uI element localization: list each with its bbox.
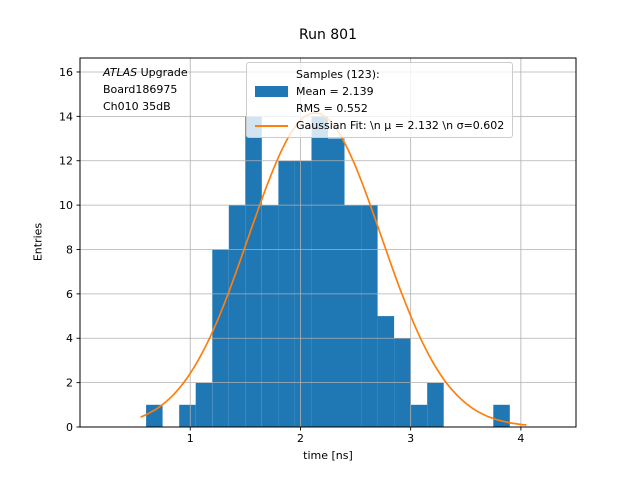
hist-bar [377,316,395,427]
hist-bar [427,382,444,427]
x-axis-label: time [ns] [303,449,353,462]
legend-samples-line-1: Samples (123): [296,68,380,81]
annotation-line-3: Ch010 35dB [103,100,171,113]
hist-bar [410,404,428,427]
y-tick-label: 0 [66,421,73,434]
annotation-brand-suffix: Upgrade [137,66,188,79]
y-tick-label: 16 [59,66,73,79]
hist-bar [344,205,361,427]
y-tick-label: 2 [66,377,73,390]
y-tick-label: 8 [66,243,73,256]
annotation-line-1: ATLAS Upgrade [103,64,188,81]
legend-samples-text: Samples (123): Mean = 2.139 RMS = 0.552 [296,66,380,117]
x-tick-label: 4 [517,432,524,445]
y-tick-label: 4 [66,332,73,345]
gaussian-fit-swatch [255,124,288,127]
legend-samples-line-3: RMS = 0.552 [296,102,368,115]
y-tick-label: 12 [59,155,73,168]
legend-gaussian-text: Gaussian Fit: \n μ = 2.132 \n σ=0.602 [296,119,505,132]
hist-bar [311,116,328,428]
hist-bar [493,404,510,427]
hist-bar [179,404,196,427]
annotation-brand: ATLAS [103,66,138,79]
y-axis-label: Entries [31,222,45,262]
hist-bar [328,138,345,427]
hist-bar [195,382,213,427]
legend-entry-samples: Samples (123): Mean = 2.139 RMS = 0.552 [255,66,504,117]
y-tick-label: 10 [59,199,73,212]
annotation-block: ATLAS Upgrade Board186975 Ch010 35dB [103,64,188,115]
hist-bar [146,404,163,427]
hist-bar [261,205,279,427]
hist-bar [228,205,246,427]
chart-title: Run 801 [298,27,358,43]
legend: Samples (123): Mean = 2.139 RMS = 0.552 … [246,62,514,138]
x-tick-label: 2 [297,432,304,445]
axes-frame [79,57,577,428]
y-tick-label: 6 [66,288,73,301]
x-tick-label: 1 [187,432,194,445]
legend-entry-gaussian: Gaussian Fit: \n μ = 2.132 \n σ=0.602 [255,117,504,134]
histogram-swatch [255,86,288,97]
hist-bar [361,205,378,427]
y-tick-label: 14 [59,110,73,123]
annotation-line-2: Board186975 [103,83,178,96]
x-tick-label: 3 [407,432,414,445]
legend-samples-line-2: Mean = 2.139 [296,85,374,98]
hist-bar [245,116,262,428]
